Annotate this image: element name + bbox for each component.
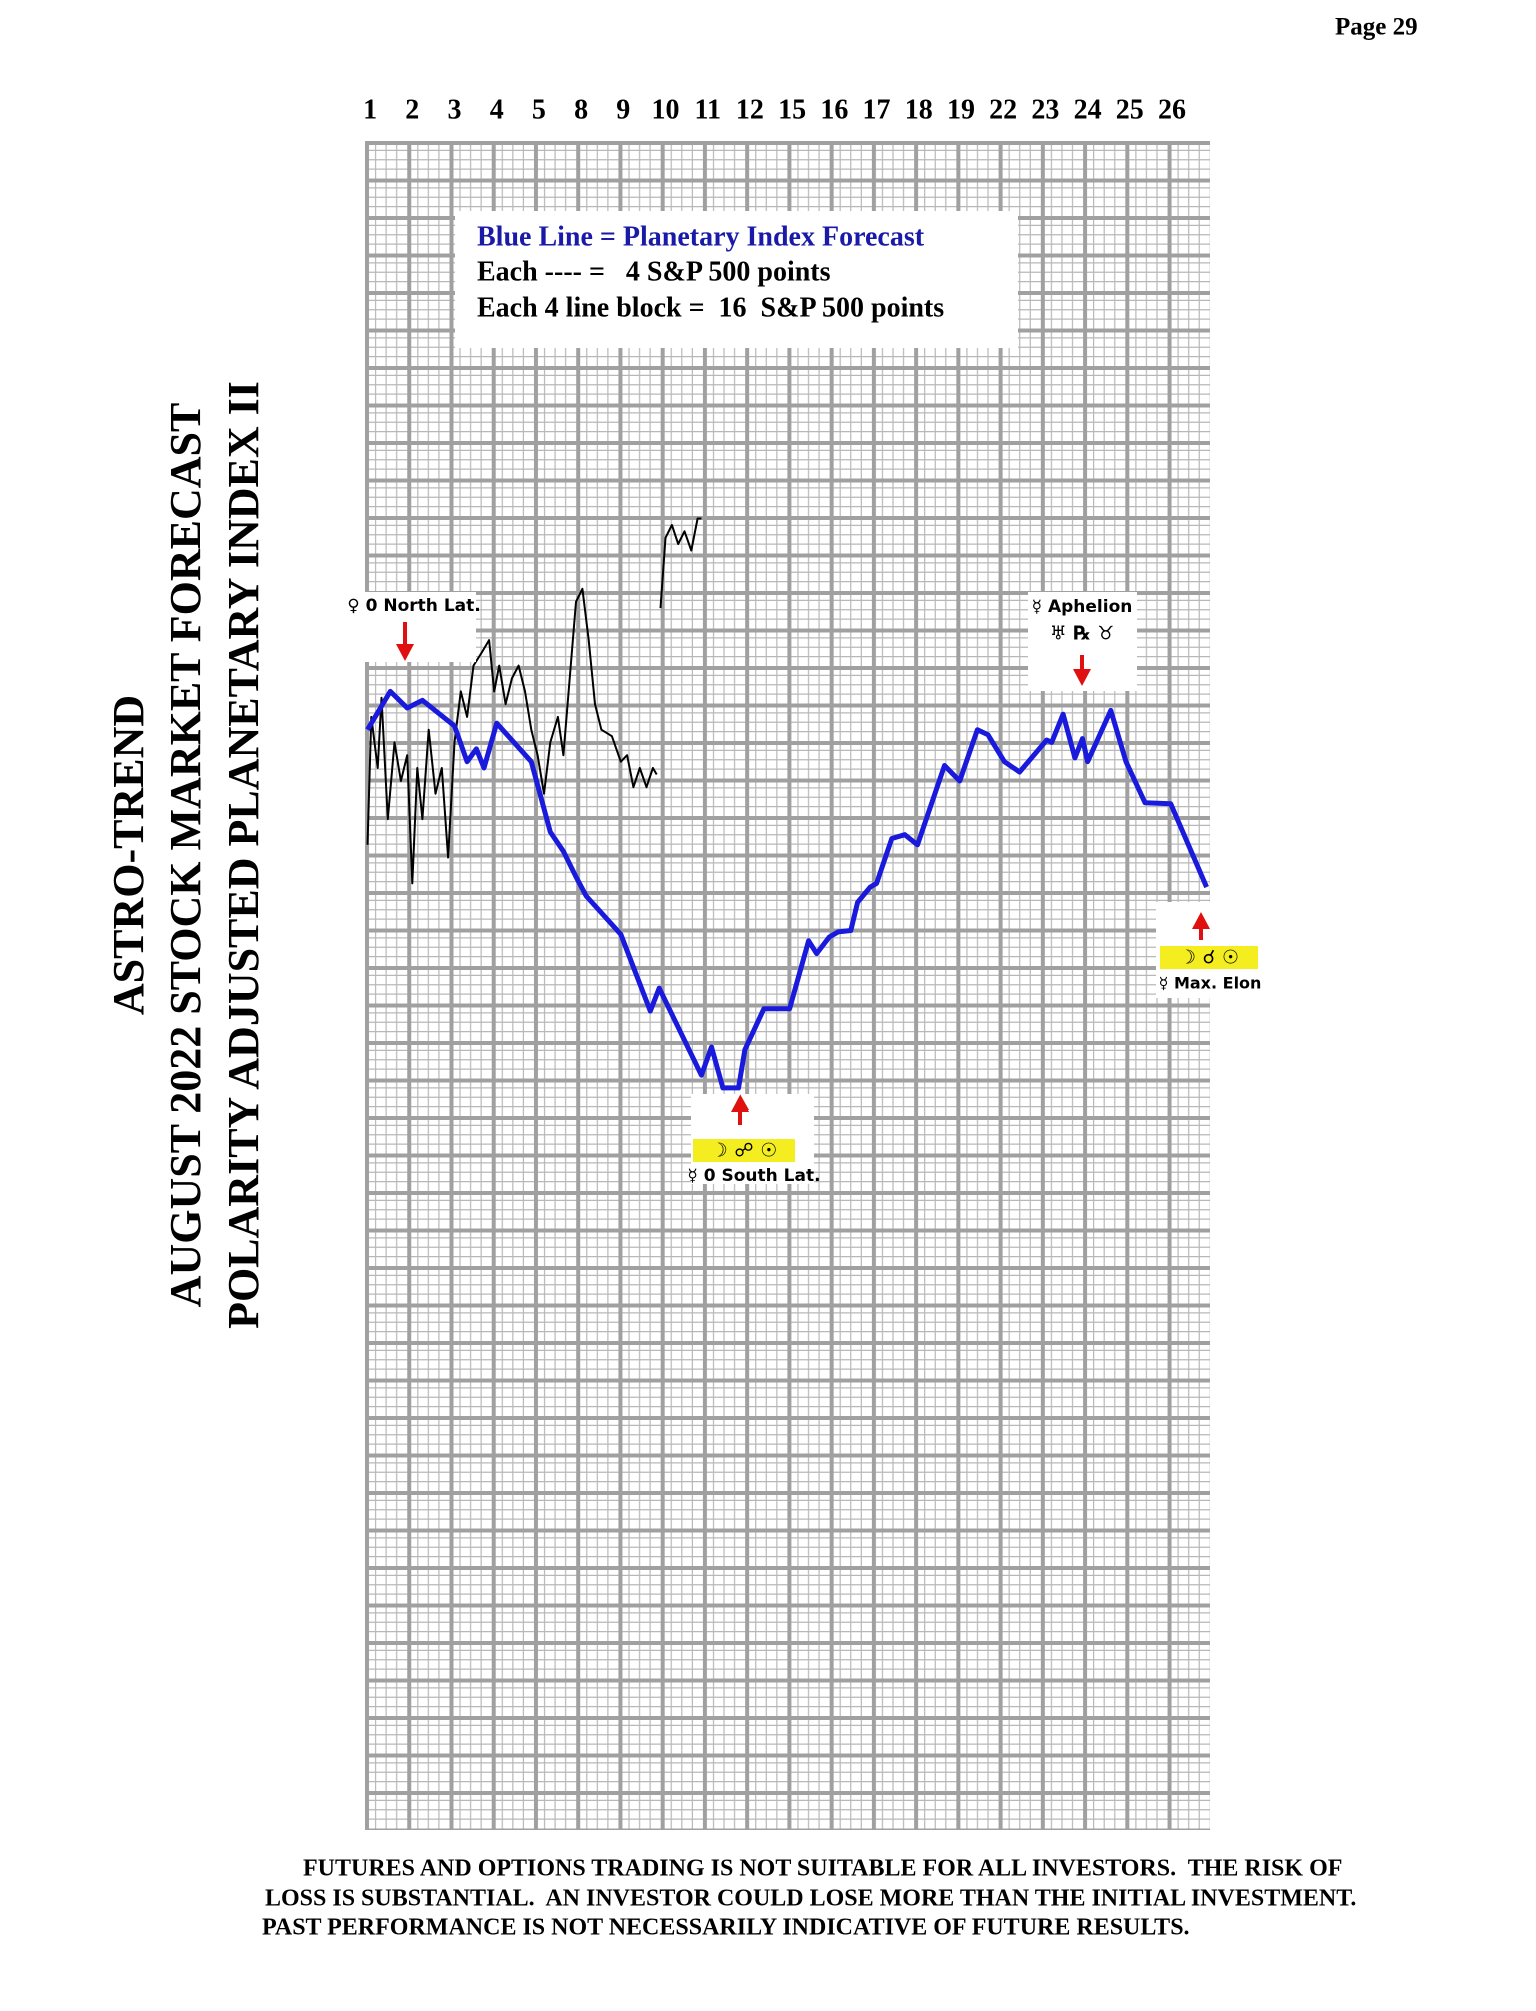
annotation: ♀ 0 North Lat.: [347, 592, 481, 662]
annotation-text: ☿ 0 South Lat.: [687, 1166, 820, 1186]
disclaimer: FUTURES AND OPTIONS TRADING IS NOT SUITA…: [262, 1856, 1356, 1941]
x-tick-label: 18: [905, 94, 933, 125]
plot: [365, 517, 1209, 1091]
legend: Blue Line = Planetary Index Forecast Eac…: [455, 211, 1018, 348]
x-tick-label: 16: [820, 94, 848, 125]
legend-line: Each ---- = 4 S&P 500 points: [477, 256, 831, 287]
annotation: ☽ ☌ ☉ ☿ Max. Elon: [1156, 902, 1261, 998]
disclaimer-line: PAST PERFORMANCE IS NOT NECESSARILY INDI…: [262, 1915, 1190, 1941]
x-tick-label: 22: [989, 94, 1017, 125]
annotation-text: ♀ 0 North Lat.: [347, 596, 480, 616]
page-number: Page 29: [1335, 14, 1418, 41]
annotation: ☿ Aphelion ♅ ℞ ♉: [1028, 592, 1137, 691]
x-tick-label: 5: [532, 94, 546, 125]
x-tick-label: 11: [694, 94, 720, 125]
x-tick-label: 26: [1158, 94, 1186, 125]
annotation-text: ☽ ☌ ☉: [1179, 947, 1239, 969]
disclaimer-line: LOSS IS SUBSTANTIAL. AN INVESTOR COULD L…: [265, 1886, 1356, 1912]
x-tick-label: 2: [405, 94, 419, 125]
legend-line: Each 4 line block = 16 S&P 500 points: [477, 292, 944, 323]
x-tick-label: 4: [490, 94, 504, 125]
series-line: [365, 688, 1209, 1091]
x-tick-label: 23: [1031, 94, 1059, 125]
x-tick-label: 9: [616, 94, 630, 125]
x-tick-label: 24: [1074, 94, 1102, 125]
x-tick-label: 17: [863, 94, 891, 125]
annotation: ☽ ☍ ☉ ☿ 0 South Lat.: [687, 1094, 821, 1186]
legend-line: Blue Line = Planetary Index Forecast: [477, 221, 925, 252]
x-tick-label: 12: [736, 94, 764, 125]
annotation-text: ☿ Max. Elon: [1159, 974, 1262, 993]
disclaimer-line: FUTURES AND OPTIONS TRADING IS NOT SUITA…: [303, 1856, 1342, 1882]
annotation-text: ☽ ☍ ☉: [711, 1140, 778, 1162]
title: ASTRO-TREND AUGUST 2022 STOCK MARKET FOR…: [104, 381, 268, 1329]
series-line: [366, 517, 702, 885]
x-tick-label: 3: [447, 94, 461, 125]
title-line: ASTRO-TREND: [104, 695, 153, 1015]
title-line: AUGUST 2022 STOCK MARKET FORECAST: [161, 403, 210, 1308]
title-line: POLARITY ADJUSTED PLANETARY INDEX II: [219, 381, 268, 1329]
legend-box: [455, 211, 1018, 348]
x-tick-label: 8: [574, 94, 588, 125]
x-tick-label: 1: [363, 94, 377, 125]
x-tick-label: 10: [652, 94, 680, 125]
x-tick-label: 19: [947, 94, 975, 125]
x-tick-label: 15: [778, 94, 806, 125]
annotation-text: ♅ ℞ ♉: [1050, 623, 1114, 645]
grid-area: [365, 141, 1210, 1830]
x-tick-label: 25: [1116, 94, 1144, 125]
annotation-text: ☿ Aphelion: [1032, 597, 1133, 617]
